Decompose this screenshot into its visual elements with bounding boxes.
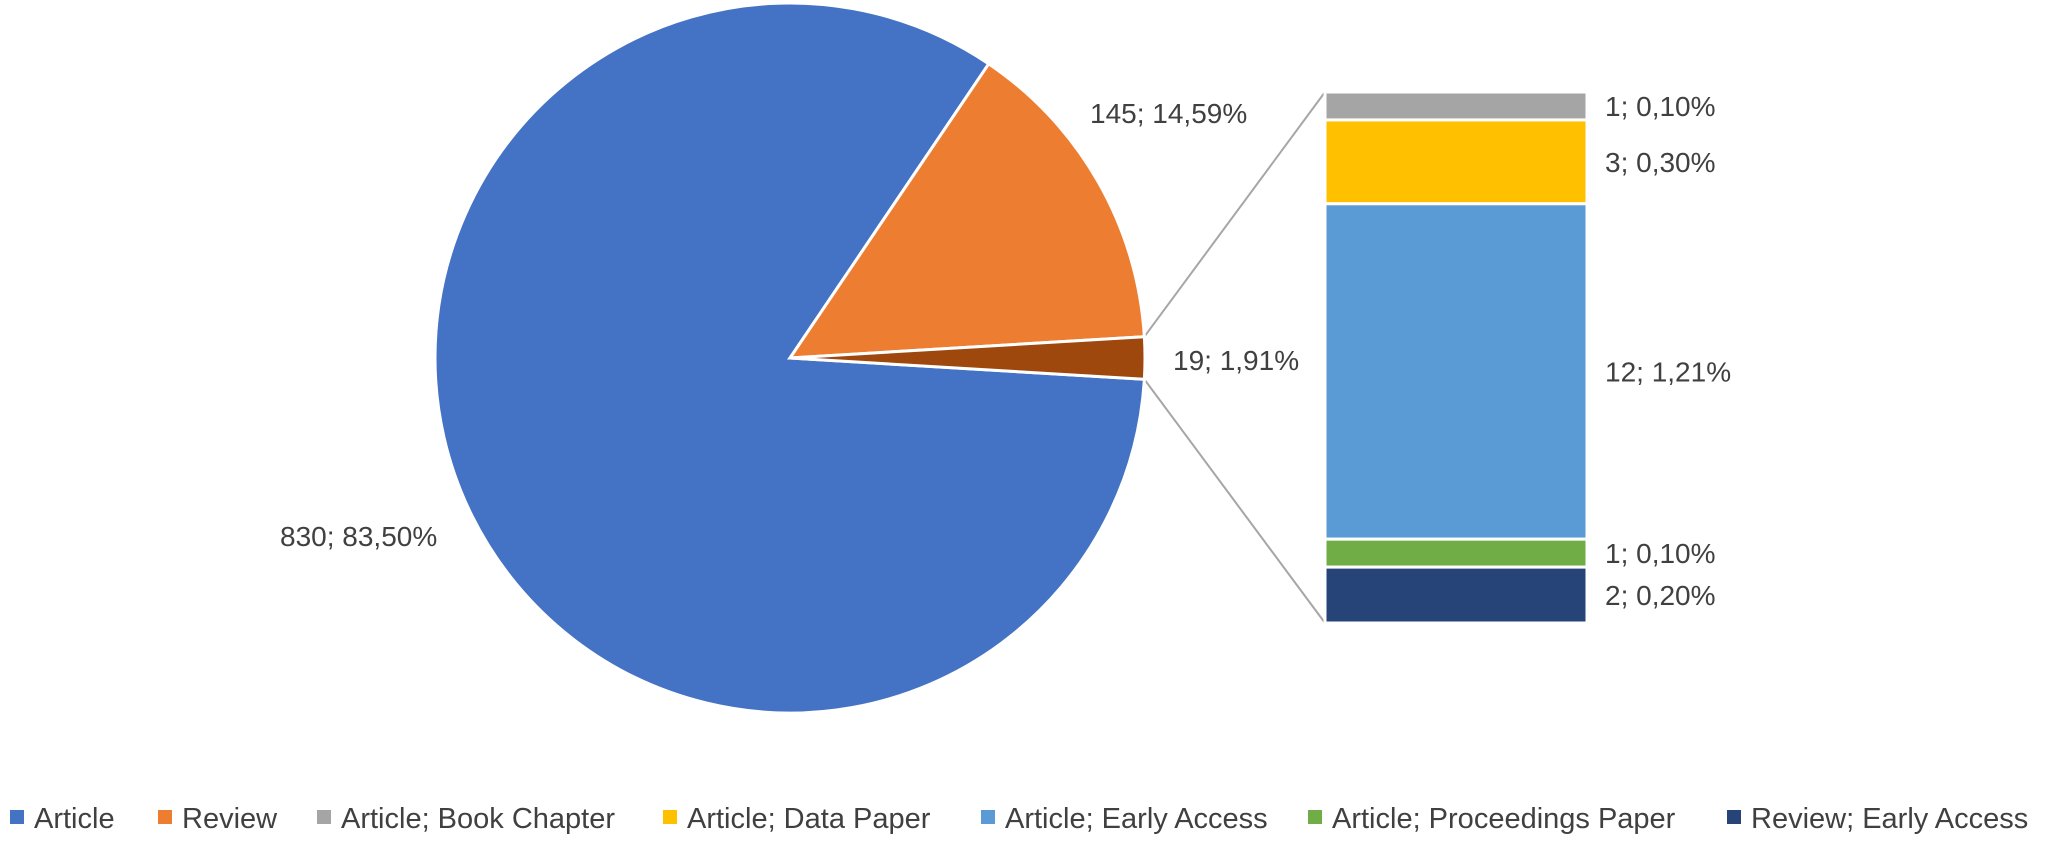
pie — [433, 1, 1147, 715]
stacked-bar — [1323, 90, 1589, 625]
legend-label: Article; Data Paper — [687, 803, 931, 835]
bar-segment-article-early-access — [1323, 202, 1589, 541]
legend-item-article: Article — [10, 803, 115, 835]
bar-segment-article-data-paper — [1323, 118, 1589, 206]
bar-segment-review-early-access — [1323, 565, 1589, 625]
data-label: 1; 0,10% — [1605, 538, 1716, 569]
legend-item-article-proceedings-paper: Article; Proceedings Paper — [1308, 803, 1676, 835]
legend-swatch — [981, 810, 995, 824]
legend-item-article-data-paper: Article; Data Paper — [663, 803, 931, 835]
legend-swatch — [663, 810, 677, 824]
legend-label: Review; Early Access — [1751, 803, 2028, 835]
legend-swatch — [158, 810, 172, 824]
bar-segment-article-book-chapter — [1323, 90, 1589, 122]
bar-segment-article-proceedings-paper — [1323, 537, 1589, 569]
legend-label: Article; Early Access — [1005, 803, 1268, 835]
data-label: 830; 83,50% — [280, 521, 437, 552]
legend-label: Article; Book Chapter — [341, 803, 615, 835]
data-labels: 830; 83,50% 145; 14,59% 19; 1,91% 1; 0,10% 3… — [280, 91, 1731, 611]
legend-item-article-book-chapter: Article; Book Chapter — [317, 803, 615, 835]
data-label: 145; 14,59% — [1090, 98, 1247, 129]
legend-label: Article; Proceedings Paper — [1332, 803, 1676, 835]
legend-swatch — [317, 810, 331, 824]
connector-lines — [1143, 91, 1326, 624]
connector-line-top — [1143, 91, 1326, 338]
legend-item-review: Review — [158, 803, 278, 835]
legend-swatch — [1308, 810, 1322, 824]
connector-line-bottom — [1143, 378, 1326, 624]
pie-slice-review — [787, 61, 1146, 360]
legend-item-review-early-access: Review; Early Access — [1727, 803, 2028, 835]
legend-swatch — [1727, 810, 1741, 824]
data-label: 3; 0,30% — [1605, 147, 1716, 178]
data-label: 1; 0,10% — [1605, 91, 1716, 122]
data-label: 2; 0,20% — [1605, 580, 1716, 611]
legend-label: Article — [34, 803, 115, 835]
pie-slice-other — [789, 335, 1147, 381]
data-label: 19; 1,91% — [1173, 345, 1299, 376]
legend-item-article-early-access: Article; Early Access — [981, 803, 1268, 835]
legend: Article Review Article; Book Chapter Articl… — [10, 803, 2028, 835]
data-label: 12; 1,21% — [1605, 356, 1731, 387]
legend-swatch — [10, 810, 24, 824]
legend-label: Review — [182, 803, 278, 835]
